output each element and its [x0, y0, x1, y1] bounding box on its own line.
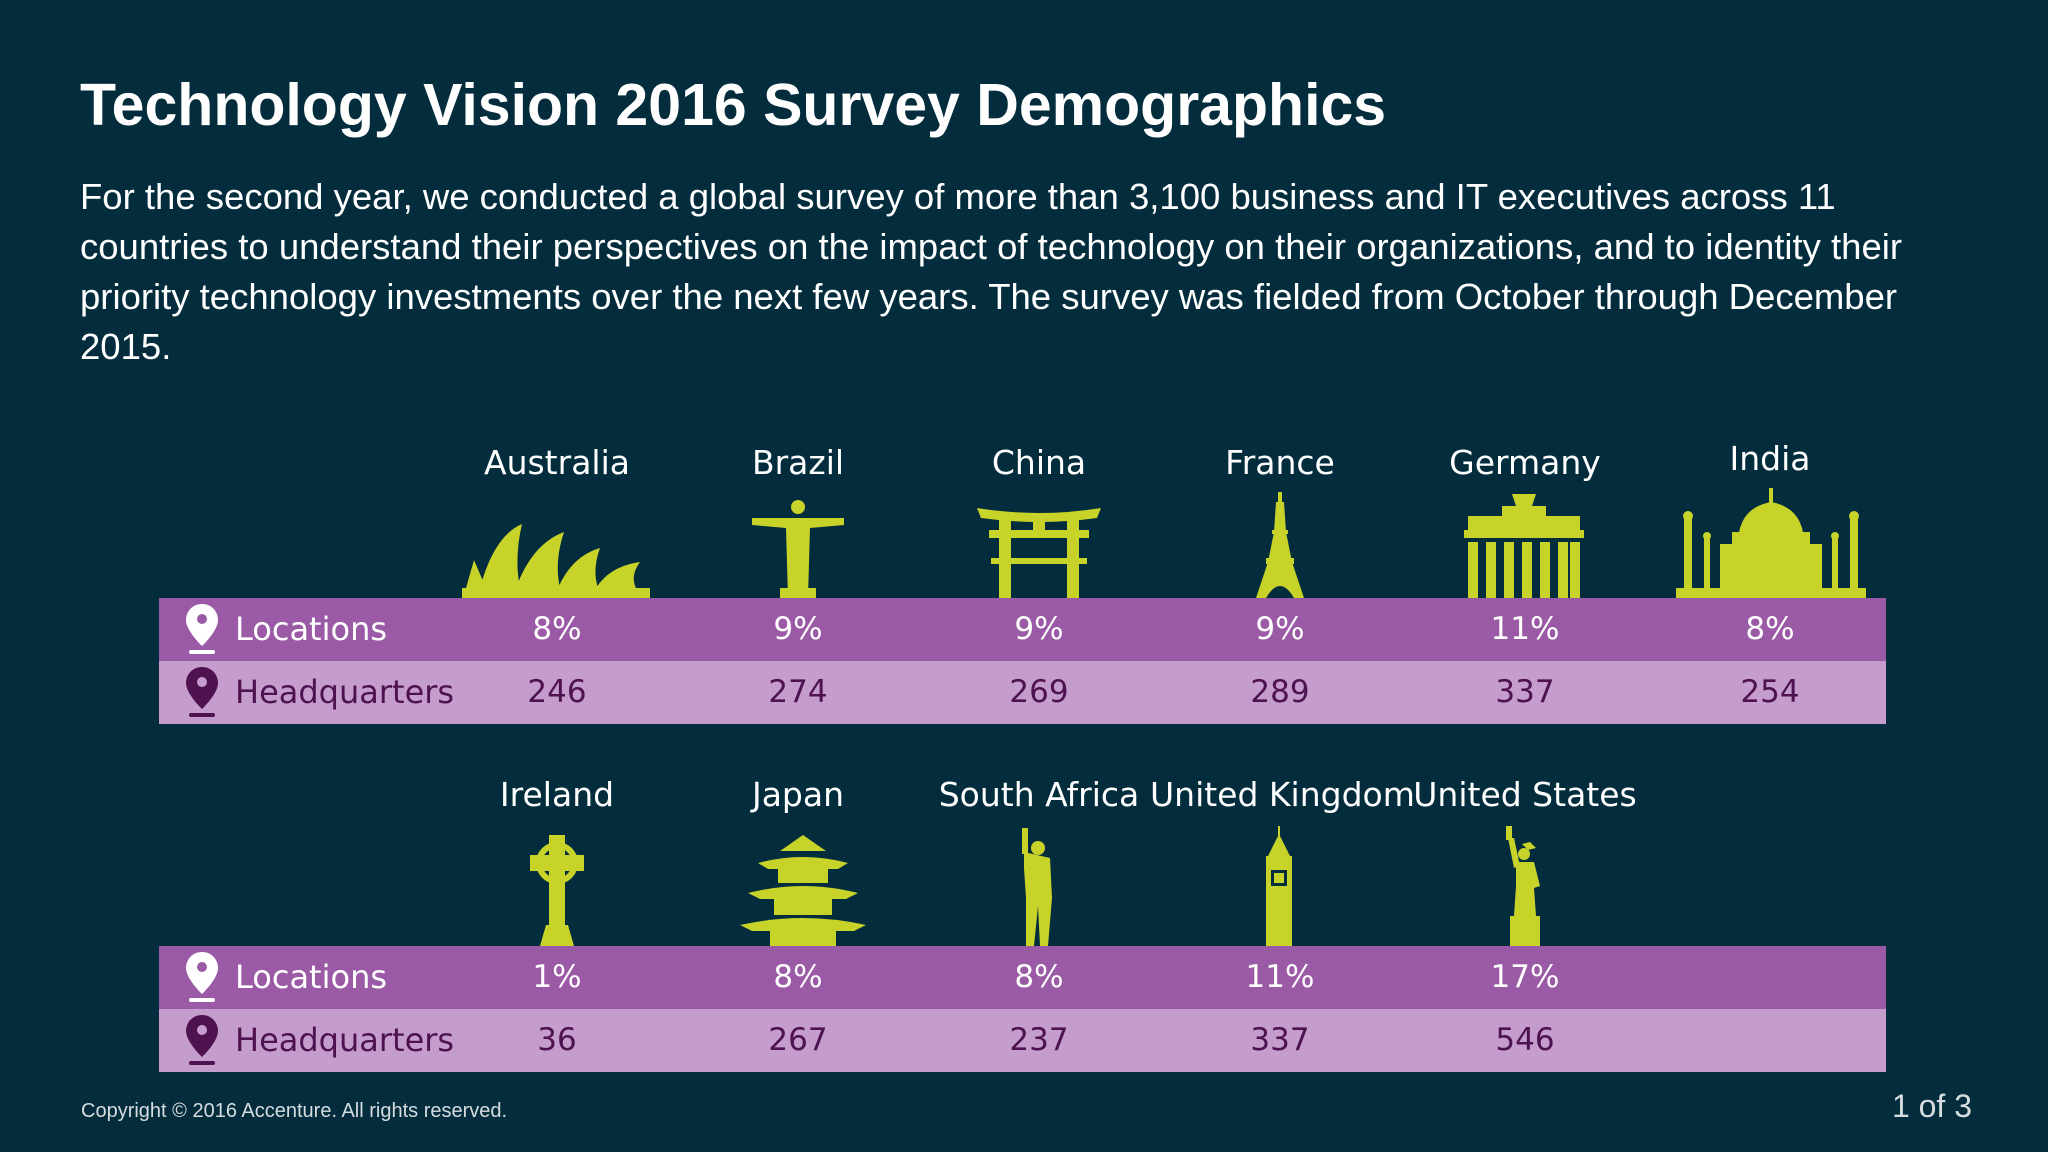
locations-value-united-states: 17% — [1490, 959, 1560, 995]
location-pin-icon — [186, 604, 218, 654]
country-name-australia: Australia — [484, 443, 630, 482]
country-name-japan: Japan — [751, 775, 845, 814]
location-pin-icon — [186, 952, 218, 1002]
headquarters-row: Headquarters 246 274 269 289 337 254 — [159, 661, 1886, 724]
hq-value-brazil: 274 — [768, 674, 828, 710]
copyright-notice: Copyright © 2016 Accenture. All rights r… — [81, 1100, 508, 1122]
country-name-brazil: Brazil — [751, 443, 845, 482]
hq-value-france: 289 — [1250, 674, 1310, 710]
hq-value-united-states: 546 — [1495, 1022, 1555, 1058]
headquarters-pin-icon — [186, 1015, 218, 1065]
country-name-south-africa: South Africa — [938, 775, 1140, 814]
locations-row: Locations 1% 8% 8% 11% 17% — [159, 946, 1886, 1009]
country-name-india: India — [1729, 439, 1811, 478]
sydney-opera-house-icon — [462, 524, 650, 598]
locations-value-japan: 8% — [773, 959, 823, 995]
hq-value-australia: 246 — [527, 674, 587, 710]
page-indicator: 1 of 3 — [1891, 1088, 1972, 1124]
country-name-china: China — [991, 443, 1087, 482]
locations-row: Locations 8% 9% 9% 9% 11% 8% — [159, 598, 1886, 661]
locations-value-australia: 8% — [532, 611, 582, 647]
intro-paragraph: For the second year, we conducted a glob… — [80, 176, 1903, 367]
page-title: Technology Vision 2016 Survey Demographi… — [80, 72, 1387, 138]
locations-value-south-africa: 8% — [1014, 959, 1064, 995]
hq-value-south-africa: 237 — [1009, 1022, 1069, 1058]
headquarters-label: Headquarters — [235, 1021, 455, 1059]
headquarters-row: Headquarters 36 267 237 337 546 — [159, 1009, 1886, 1072]
country-name-united-states: United States — [1413, 775, 1637, 814]
country-name-united-kingdom: United Kingdom — [1150, 775, 1415, 814]
locations-value-china: 9% — [1014, 611, 1064, 647]
hq-value-china: 269 — [1009, 674, 1069, 710]
locations-value-germany: 11% — [1490, 611, 1560, 647]
statue-of-liberty-icon — [1506, 826, 1540, 946]
headquarters-label: Headquarters — [235, 673, 455, 711]
country-name-france: France — [1225, 443, 1335, 482]
hq-value-india: 254 — [1740, 674, 1800, 710]
christ-the-redeemer-icon — [752, 500, 844, 598]
locations-value-ireland: 1% — [532, 959, 582, 995]
eiffel-tower-icon — [1256, 492, 1304, 598]
country-name-ireland: Ireland — [499, 775, 615, 814]
locations-value-india: 8% — [1745, 611, 1795, 647]
locations-value-brazil: 9% — [773, 611, 823, 647]
data-band-1: Locations 8% 9% 9% 9% 11% 8% Headquarter… — [159, 598, 1886, 724]
locations-value-france: 9% — [1255, 611, 1305, 647]
locations-label: Locations — [235, 958, 388, 996]
brandenburg-gate-icon — [1464, 494, 1584, 598]
big-ben-icon — [1266, 826, 1292, 946]
hq-value-japan: 267 — [768, 1022, 828, 1058]
mandela-statue-icon — [1022, 828, 1052, 946]
hq-value-germany: 337 — [1495, 674, 1555, 710]
celtic-cross-icon — [530, 835, 584, 946]
hq-value-ireland: 36 — [537, 1022, 577, 1058]
hq-value-united-kingdom: 337 — [1250, 1022, 1310, 1058]
torii-gate-icon — [977, 508, 1101, 598]
locations-label: Locations — [235, 610, 388, 648]
country-name-germany: Germany — [1449, 443, 1601, 482]
headquarters-pin-icon — [186, 667, 218, 717]
taj-mahal-icon — [1676, 488, 1866, 598]
pagoda-icon — [740, 835, 866, 946]
locations-value-united-kingdom: 11% — [1245, 959, 1315, 995]
data-band-2: Locations 1% 8% 8% 11% 17% Headquarters … — [159, 946, 1886, 1072]
